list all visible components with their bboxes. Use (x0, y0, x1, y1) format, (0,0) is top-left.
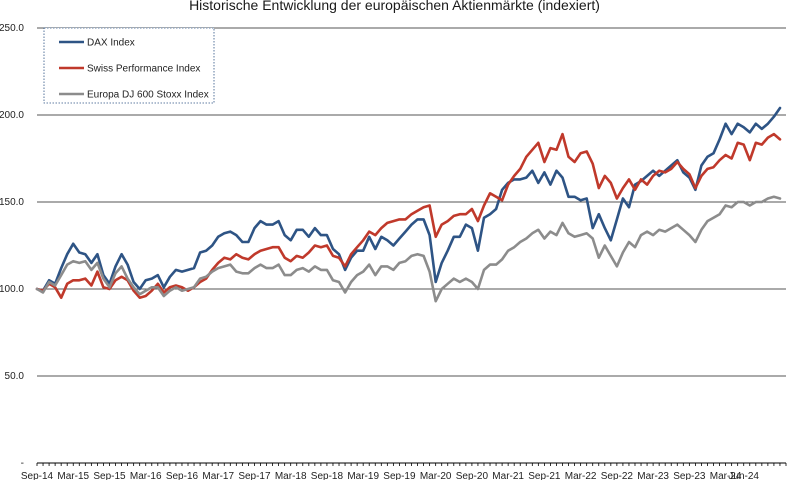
x-tick-label: Sep-14 (21, 471, 54, 480)
x-tick-label: Mar-15 (57, 471, 89, 480)
x-tick-label: Mar-20 (420, 471, 452, 480)
legend-label: Swiss Performance Index (87, 64, 200, 75)
x-tick-label: Sep-22 (601, 471, 634, 480)
axes: - 50.0 100.0 150.0 200.0 250.0 Sep-14 Mar-15 Sep… (0, 23, 787, 480)
x-tick-label: Mar-19 (347, 471, 379, 480)
x-tick-label: Sep-18 (311, 471, 344, 480)
y-tick-label: 150.0 (0, 197, 24, 208)
x-tick-label: Sep-19 (383, 471, 416, 480)
y-tick-label: 200.0 (0, 110, 24, 121)
y-tick-label: - (21, 458, 24, 469)
x-tick-label: Sep-23 (673, 471, 706, 480)
x-tick-label: Sep-21 (528, 471, 561, 480)
legend: DAX Index Swiss Performance Index Europa D… (43, 27, 215, 104)
series-line (35, 106, 782, 293)
x-tick-label: Sep-16 (166, 471, 199, 480)
legend-frame (43, 27, 215, 104)
y-tick-label: 50.0 (5, 371, 25, 382)
series-line (35, 132, 782, 300)
x-tick-label: Mar-21 (492, 471, 524, 480)
legend-label: Europa DJ 600 Stoxx Index (87, 90, 209, 101)
series-line (35, 195, 782, 303)
x-tick-label: Mar-18 (275, 471, 307, 480)
x-tick-label: Sep-20 (456, 471, 489, 480)
x-tick-label: Sep-15 (93, 471, 126, 480)
x-tick-label: Mar-22 (565, 471, 597, 480)
x-tick-label: Sep-17 (238, 471, 271, 480)
x-tick-label: Mar-17 (202, 471, 234, 480)
y-tick-label: 100.0 (0, 284, 24, 295)
x-tick-label: Mar-16 (130, 471, 162, 480)
gridlines (37, 27, 786, 377)
legend-label: DAX Index (87, 38, 135, 49)
x-tick-label: Jun-24 (728, 471, 759, 480)
x-tick-label: Mar-24 (710, 471, 742, 480)
chart-title: Historische Entwicklung der europäischen… (189, 0, 600, 13)
x-tick-label: Mar-23 (637, 471, 669, 480)
y-tick-label: 250.0 (0, 23, 24, 34)
series-lines (35, 106, 782, 303)
